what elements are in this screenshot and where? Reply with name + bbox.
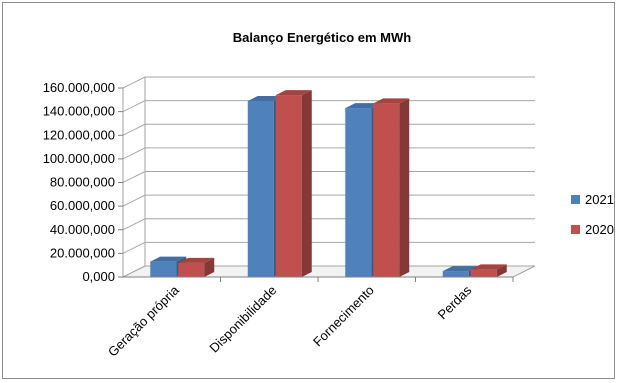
bar-front [442, 271, 469, 277]
gridline [122, 76, 535, 89]
y-tick-label: 80.000,000 [50, 175, 115, 190]
legend: 2021 2020 [571, 192, 614, 237]
y-tick-label: 160.000,000 [43, 80, 115, 95]
gridline [122, 218, 535, 231]
x-category-label: Perdas [435, 282, 475, 322]
bar-front [150, 261, 177, 277]
y-tick-label: 100.000,000 [43, 151, 115, 166]
y-tick-label: 0,000 [82, 269, 115, 284]
bar-side [399, 98, 410, 277]
y-tick-label: 60.000,000 [50, 198, 115, 213]
x-axis-categories: Geração própria Disponibilidade Fornecimen… [105, 276, 514, 360]
bar-top [178, 257, 215, 263]
gridline [122, 171, 535, 183]
x-category-label: Disponibilidade [206, 283, 279, 356]
bar-top [373, 98, 410, 104]
gridline [122, 194, 535, 207]
bar-front [470, 269, 497, 277]
bar-top [247, 95, 284, 101]
bar-top [275, 90, 312, 96]
gridlines [118, 76, 535, 278]
y-axis-ticks: 0,000 20.000,000 40.000,000 60.000,000 80.00… [43, 80, 115, 284]
legend-label: 2021 [585, 192, 614, 207]
gridline [122, 100, 535, 113]
bar-fornecimento-2020 [373, 98, 410, 277]
y-tick-label: 120.000,000 [43, 127, 115, 142]
legend-swatch [571, 225, 580, 234]
y-tick-label: 40.000,000 [50, 222, 115, 237]
bar-side [301, 90, 312, 278]
bar-top [470, 264, 507, 270]
x-category-label: Geração própria [105, 282, 183, 360]
bar-front [247, 100, 274, 278]
gridline [122, 147, 535, 160]
bar-top [442, 266, 479, 272]
chart-title: Balanço Energético em MWh [233, 30, 411, 45]
y-tick-label: 20.000,000 [50, 245, 115, 260]
bar-front [275, 95, 302, 278]
gridline [122, 241, 535, 254]
bar-front [345, 108, 372, 277]
bar-front [373, 103, 400, 277]
bar-side [496, 264, 507, 277]
chart-walls [122, 77, 536, 278]
y-tick-label: 140.000,000 [43, 104, 115, 119]
bar-gera-o-pr-pria-2020 [178, 257, 215, 277]
bar-perdas-2020 [470, 264, 507, 277]
bar-top [345, 103, 382, 109]
legend-swatch [571, 195, 580, 204]
bar-side [204, 257, 215, 277]
bar-front [178, 262, 205, 277]
x-category-label: Fornecimento [310, 283, 377, 350]
gridline [122, 123, 535, 136]
bar-top [150, 256, 187, 262]
bar-disponibilidade-2020 [275, 90, 312, 278]
legend-label: 2020 [585, 222, 614, 237]
bars [150, 90, 507, 278]
